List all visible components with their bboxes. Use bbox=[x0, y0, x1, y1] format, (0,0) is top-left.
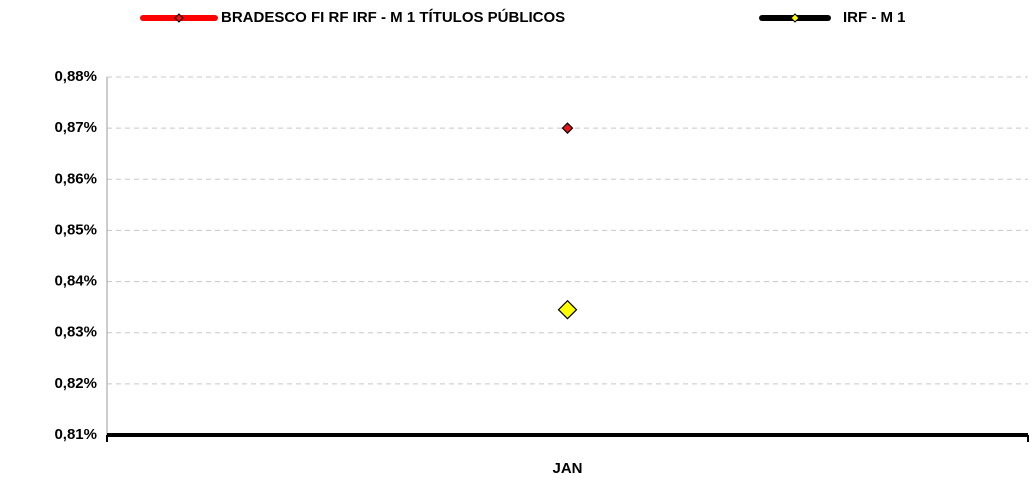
y-tick-label: 0,81% bbox=[54, 426, 97, 443]
y-tick-label: 0,84% bbox=[54, 273, 97, 290]
legend-marker bbox=[790, 13, 800, 23]
x-tick-label: JAN bbox=[552, 460, 582, 477]
y-tick-label: 0,88% bbox=[54, 68, 97, 85]
data-point bbox=[557, 299, 578, 320]
y-tick-label: 0,85% bbox=[54, 221, 97, 238]
legend-label: BRADESCO FI RF IRF - M 1 TÍTULOS PÚBLICO… bbox=[221, 8, 565, 26]
y-tick-label: 0,82% bbox=[54, 375, 97, 392]
y-tick-label: 0,83% bbox=[54, 324, 97, 341]
y-tick-label: 0,87% bbox=[54, 119, 97, 136]
legend-marker bbox=[174, 13, 184, 23]
data-point bbox=[561, 122, 574, 134]
y-tick-label: 0,86% bbox=[54, 170, 97, 187]
legend-label: IRF - M 1 bbox=[843, 9, 906, 26]
